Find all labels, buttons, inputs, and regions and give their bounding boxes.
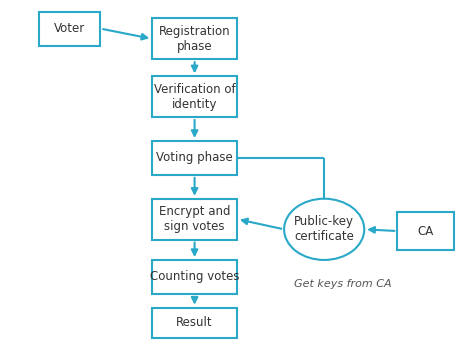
FancyBboxPatch shape <box>397 212 454 250</box>
Text: Get keys from CA: Get keys from CA <box>293 279 391 289</box>
FancyBboxPatch shape <box>152 19 237 59</box>
FancyBboxPatch shape <box>152 141 237 175</box>
FancyBboxPatch shape <box>152 76 237 117</box>
Text: Registration
phase: Registration phase <box>159 25 230 53</box>
FancyBboxPatch shape <box>152 308 237 338</box>
Text: Voting phase: Voting phase <box>156 151 233 164</box>
Text: Public-key
certificate: Public-key certificate <box>294 215 354 243</box>
Text: Result: Result <box>176 316 213 329</box>
Text: Verification of
identity: Verification of identity <box>154 83 236 111</box>
Text: Voter: Voter <box>54 22 85 35</box>
FancyBboxPatch shape <box>152 199 237 239</box>
FancyBboxPatch shape <box>39 12 100 46</box>
FancyBboxPatch shape <box>152 260 237 294</box>
Ellipse shape <box>284 199 364 260</box>
Text: Counting votes: Counting votes <box>150 271 239 283</box>
Text: CA: CA <box>418 225 434 238</box>
Text: Encrypt and
sign votes: Encrypt and sign votes <box>159 205 230 233</box>
